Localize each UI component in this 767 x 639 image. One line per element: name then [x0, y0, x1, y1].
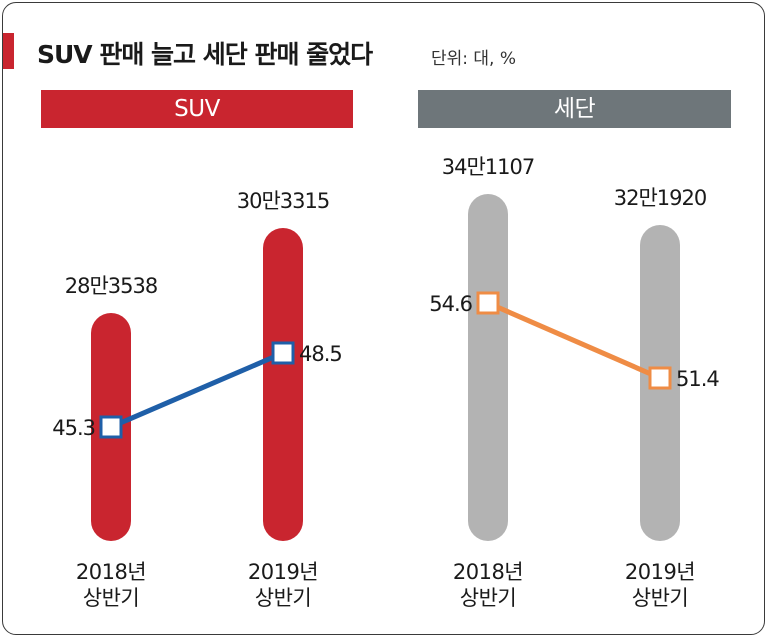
suv-category-label-line-2: 상반기 — [255, 586, 311, 610]
sedan-share-label: 54.6 — [429, 292, 472, 316]
sedan-category-label-line-2: 상반기 — [632, 586, 688, 610]
suv-category-label-line-1: 2018년 — [76, 560, 146, 584]
unit-note: 단위: 대, % — [431, 49, 517, 69]
chart-title: SUV 판매 늘고 세단 판매 줄었다 — [37, 40, 373, 69]
sedan-bar-value-label: 32만1920 — [614, 186, 707, 210]
sedan-panel-header: 세단 — [418, 90, 731, 128]
suv-category-label-line-1: 2019년 — [248, 560, 318, 584]
suv-share-label: 45.3 — [52, 416, 95, 440]
suv-bar-value-label: 28만3538 — [65, 274, 158, 298]
sedan-share-line — [487, 300, 661, 381]
sedan-category-label-line-2: 상반기 — [460, 586, 516, 610]
chart-canvas: 28만35382018년상반기30만33152019년상반기45.348.534… — [52, 155, 720, 610]
suv-share-line — [110, 350, 284, 430]
suv-share-label: 48.5 — [299, 342, 342, 366]
suv-bar-value-label: 30만3315 — [237, 189, 330, 213]
sedan-share-marker-2 — [648, 366, 672, 390]
sedan-bar-1 — [468, 194, 508, 541]
title-accent-bar — [3, 33, 14, 69]
sedan-share-label: 51.4 — [676, 367, 719, 391]
suv-panel-header: SUV — [41, 90, 353, 128]
sedan-category-label-line-1: 2018년 — [453, 560, 523, 584]
sedan-category-label-line-1: 2019년 — [625, 560, 695, 584]
suv-category-label-line-2: 상반기 — [83, 586, 139, 610]
suv-share-marker-2 — [271, 341, 295, 365]
suv-bar-2 — [263, 228, 303, 541]
sedan-share-marker-1 — [476, 291, 500, 315]
suv-share-marker-1 — [99, 415, 123, 439]
sedan-bar-value-label: 34만1107 — [442, 155, 535, 179]
